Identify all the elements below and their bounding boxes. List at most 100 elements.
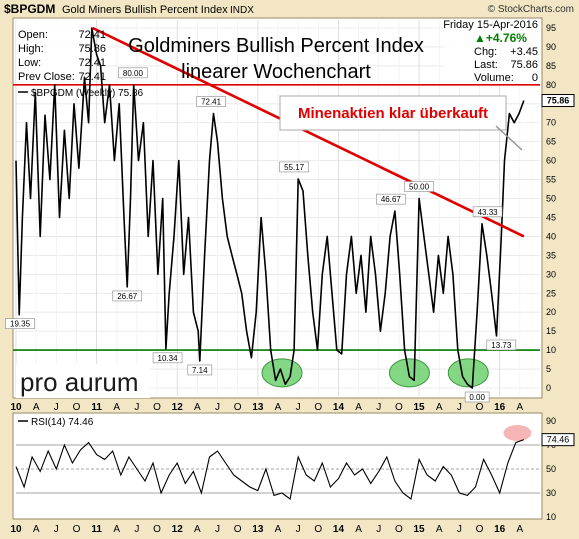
annotation-label: 26.67 — [117, 292, 138, 301]
rsi-x-tick-label: 11 — [91, 524, 102, 535]
price-legend: $BPGDM (Weekly) 75.86 — [31, 88, 144, 99]
price-x-tick-label: A — [517, 402, 524, 413]
rsi-x-tick-label: O — [476, 524, 484, 535]
price-y-tick-label: 30 — [546, 269, 556, 279]
trendline — [92, 26, 525, 238]
rsi-x-tick-label: J — [457, 524, 462, 535]
rsi-x-tick-label: A — [517, 524, 524, 535]
stat-low-label: Low: — [18, 57, 41, 69]
rsi-x-tick-label: 14 — [333, 524, 345, 535]
price-x-tick-label: O — [395, 402, 403, 413]
price-x-tick-label: J — [54, 402, 59, 413]
rsi-x-tick-label: A — [33, 524, 40, 535]
annotation-box — [486, 339, 517, 351]
rsi-x-tick-label: 13 — [252, 524, 264, 535]
index-name: Gold Miners Bullish Percent Index — [62, 4, 228, 16]
annotation-box — [152, 352, 183, 364]
rsi-y-tick-label: 10 — [546, 512, 556, 522]
price-x-axis: 10 A J O 11 A J O 12 A J O 13 A J O 14 A J O 15 A J O 16 A — [10, 402, 523, 413]
rsi-x-tick-label: O — [73, 524, 81, 535]
overbought-highlight — [503, 425, 532, 441]
price-x-tick-label: A — [275, 402, 282, 413]
rsi-x-axis: 10 A J O 11 A J O 12 A J O 13 A J O 14 A J O 15 A J O 16 A — [10, 524, 523, 535]
rsi-x-tick-label: O — [153, 524, 161, 535]
exchange-label: INDX — [230, 5, 254, 16]
price-x-tick-label: A — [194, 402, 201, 413]
price-x-tick-label: A — [436, 402, 443, 413]
stat-low-value: 72.41 — [78, 57, 106, 69]
price-y-tick-label: 55 — [546, 175, 556, 185]
source-label: © StockCharts.com — [488, 4, 574, 15]
annotation-label: 43.33 — [478, 208, 499, 217]
annotation-box — [5, 318, 35, 329]
pro-aurum-logo: pro aurum — [16, 364, 150, 398]
annotation-box — [279, 161, 309, 173]
stat-volume-label: Volume: — [474, 72, 514, 84]
rsi-x-tick-label: J — [54, 524, 59, 535]
callout-box: Minenaktien klar überkauft — [279, 95, 523, 151]
rsi-panel — [12, 412, 543, 520]
annotation-box — [404, 181, 434, 192]
rsi-y-tick-label: 90 — [546, 416, 556, 426]
price-y-tick-label: 5 — [546, 364, 551, 374]
rsi-line — [15, 439, 525, 500]
annotation-box — [187, 364, 213, 376]
price-y-tick-label: 50 — [546, 194, 556, 204]
price-y-tick-label: 45 — [546, 212, 556, 222]
price-y-tick-label: 15 — [546, 326, 556, 336]
price-y-tick-label: 40 — [546, 231, 556, 241]
price-x-tick-label: 10 — [10, 402, 22, 413]
annotation-label: 0.00 — [469, 393, 485, 402]
rsi-x-tick-label: O — [395, 524, 403, 535]
stat-open-label: Open: — [18, 29, 48, 41]
rsi-x-tick-label: A — [194, 524, 201, 535]
price-x-tick-label: 16 — [494, 402, 506, 413]
annotation-box — [112, 290, 143, 302]
price-y-tick-label: 0 — [546, 383, 551, 393]
annotation-label: 19.35 — [10, 320, 31, 329]
price-x-tick-label: O — [73, 402, 81, 413]
price-x-tick-label: O — [234, 402, 242, 413]
annotation-box — [376, 193, 406, 205]
price-y-axis: 05101520253035404550556065707580859095 — [546, 23, 556, 393]
symbol-label: $BPGDM — [4, 2, 55, 16]
price-y-tick-label: 25 — [546, 288, 556, 298]
price-reference-lines — [13, 84, 540, 351]
callout-text: Minenaktien klar überkauft — [298, 105, 488, 122]
price-last-tag: 75.86 — [541, 94, 575, 108]
price-x-tick-label: 11 — [91, 402, 102, 413]
annotation-box — [464, 391, 490, 403]
rsi-x-tick-label: 12 — [172, 524, 184, 535]
rsi-y-tick-label: 50 — [546, 464, 556, 474]
price-x-tick-label: A — [113, 402, 120, 413]
logo-text: pro aurum — [20, 367, 139, 397]
oversold-highlight — [447, 358, 489, 388]
annotation-box — [118, 67, 148, 79]
annotation-label: 50.00 — [409, 183, 430, 192]
stat-change-pct: ▲+4.76% — [474, 31, 527, 45]
price-x-tick-label: J — [215, 402, 220, 413]
price-y-tick-label: 20 — [546, 307, 556, 317]
rsi-x-tick-label: O — [234, 524, 242, 535]
stat-chg-label: Chg: — [474, 46, 497, 58]
rsi-x-tick-label: 10 — [10, 524, 22, 535]
price-x-tick-label: A — [33, 402, 40, 413]
price-y-tick-label: 95 — [546, 23, 556, 33]
rsi-y-tick-label: 30 — [546, 488, 556, 498]
annotation-box — [196, 96, 226, 107]
price-x-tick-label: J — [296, 402, 301, 413]
price-y-tick-label: 80 — [546, 80, 556, 90]
stat-high-label: High: — [18, 43, 44, 55]
rsi-x-tick-label: A — [275, 524, 282, 535]
stat-prevclose-label: Prev Close: — [18, 71, 75, 83]
price-x-tick-label: J — [457, 402, 462, 413]
rsi-legend: RSI(14) 74.46 — [31, 417, 94, 428]
rsi-last-tag: 74.46 — [541, 433, 575, 447]
rsi-last-value: 74.46 — [547, 435, 570, 445]
price-y-tick-label: 70 — [546, 118, 556, 128]
price-x-tick-label: 12 — [172, 402, 184, 413]
rsi-x-tick-label: O — [314, 524, 322, 535]
stat-prevclose-value: 72.41 — [78, 71, 106, 83]
price-last-value: 75.86 — [547, 96, 570, 106]
